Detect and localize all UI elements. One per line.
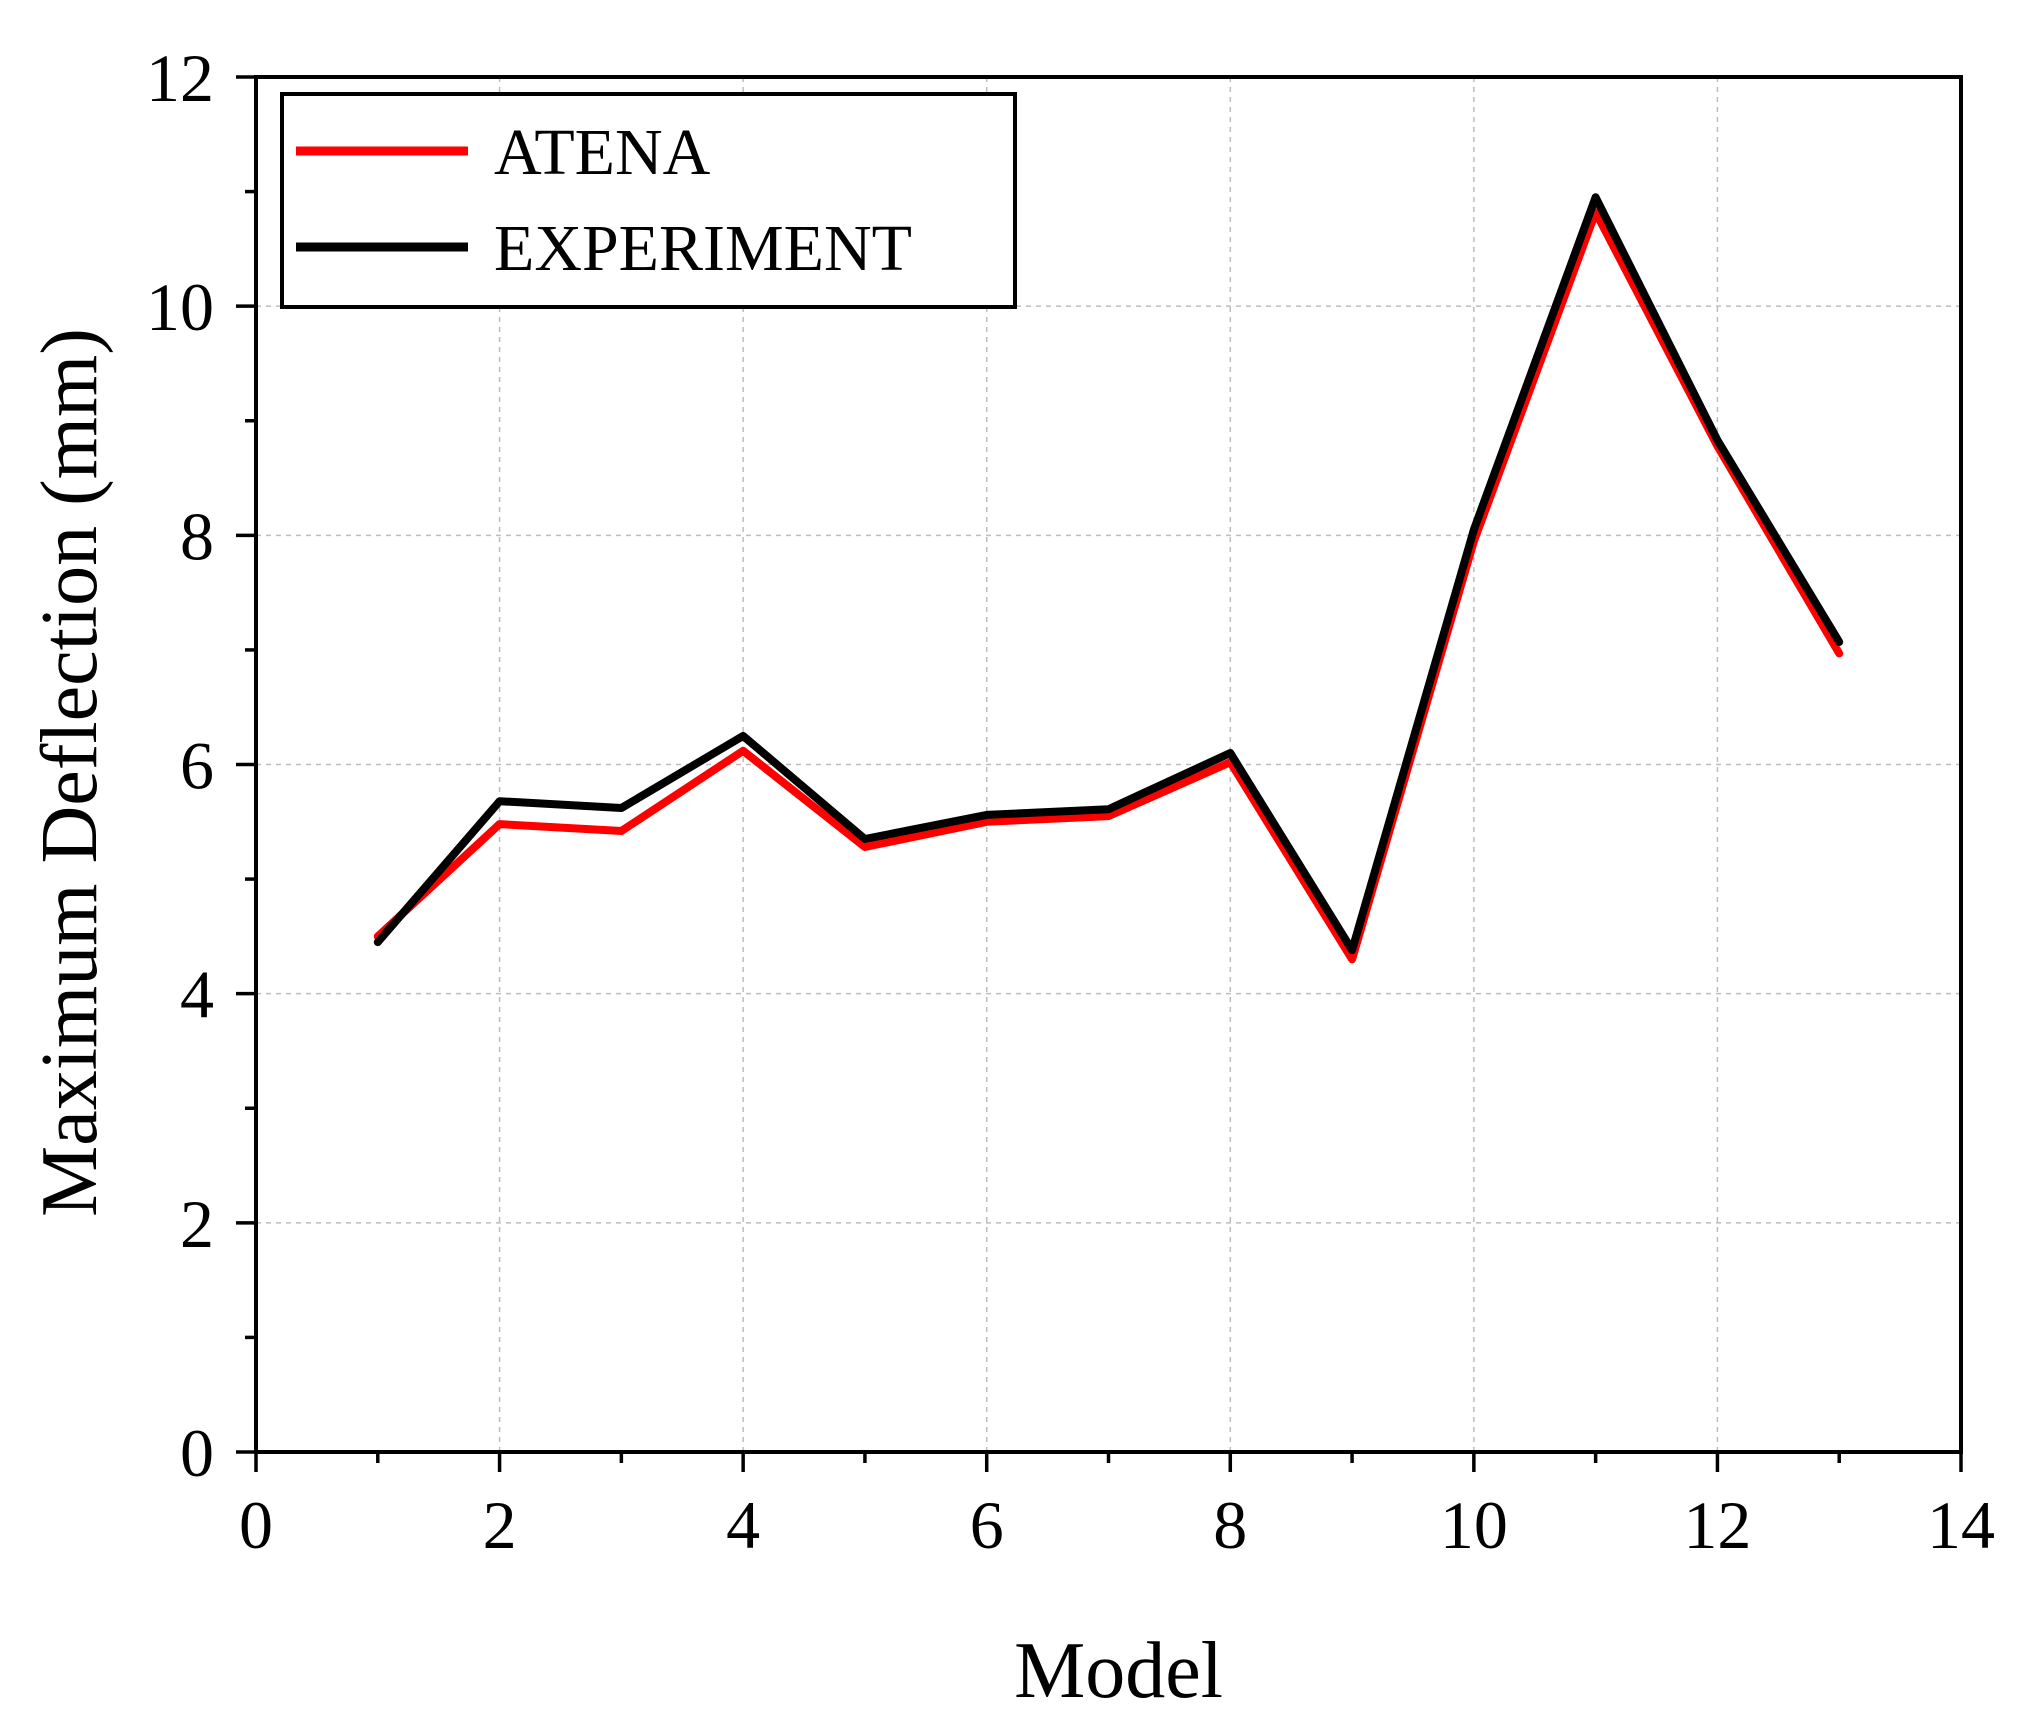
x-tick-label: 8 [1213,1487,1247,1563]
x-tick-label: 0 [239,1487,273,1563]
y-tick-label: 2 [180,1186,214,1262]
series-lines [373,193,1844,964]
legend-label-experiment: EXPERIMENT [494,212,912,285]
y-tick-label: 12 [146,40,214,116]
y-axis-title: Maximum Deflection (mm) [26,328,114,1217]
grid [256,77,1961,1452]
series-line-atena [373,208,1844,964]
x-tick-label: 6 [970,1487,1004,1563]
y-tick-label: 6 [180,728,214,804]
x-tick-label: 4 [726,1487,760,1563]
x-tick-label: 2 [483,1487,517,1563]
y-tick-label: 10 [146,269,214,345]
x-axis-title: Model [1014,1627,1223,1715]
legend-label-atena: ATENA [494,116,711,189]
x-tick-label: 10 [1440,1487,1508,1563]
y-tick-label: 8 [180,498,214,574]
y-tick-label: 4 [180,957,214,1033]
series-line-experiment [373,193,1844,955]
x-tick-label: 14 [1927,1487,1995,1563]
legend-box [280,92,1017,309]
axis-ticks: 0 2 4 6 8 10 12 14 0 2 4 6 8 10 12 [146,40,1995,1563]
x-tick-label: 12 [1683,1487,1751,1563]
legend: ATENA EXPERIMENT [280,92,1017,309]
y-tick-label: 0 [180,1415,214,1491]
